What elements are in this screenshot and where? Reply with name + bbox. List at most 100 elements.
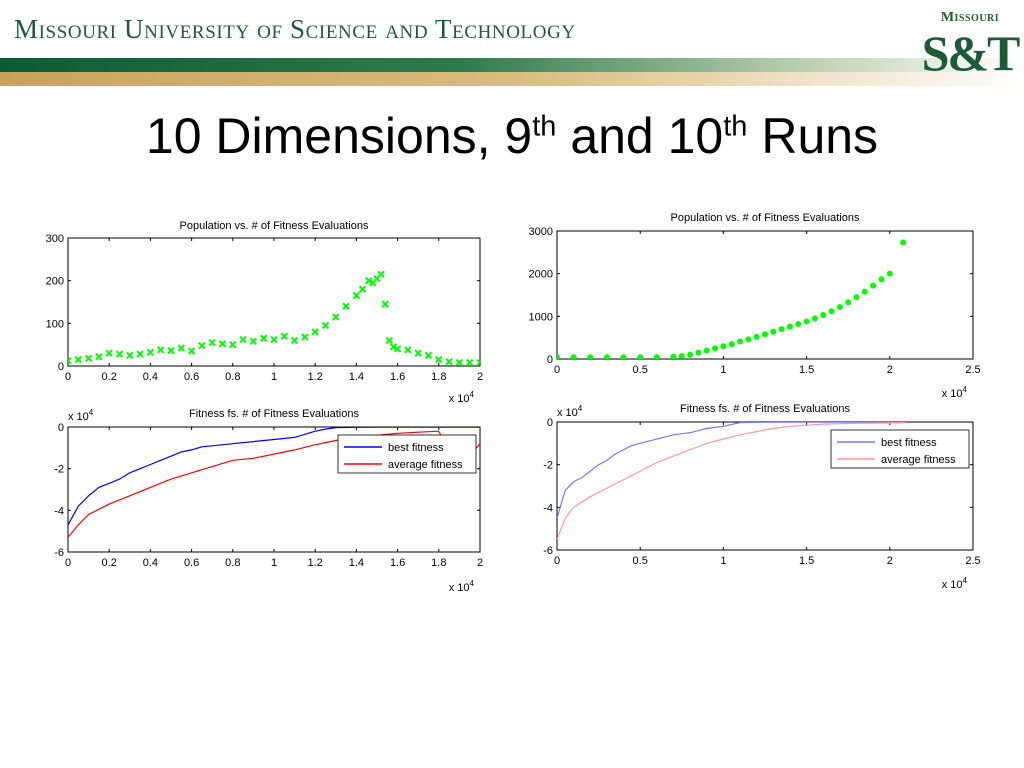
data-point	[811, 315, 818, 322]
data-point	[720, 343, 727, 350]
data-point	[74, 355, 83, 364]
data-point	[753, 333, 760, 340]
x-tick-label: 0.8	[225, 371, 240, 383]
plot-frame	[67, 237, 481, 367]
x-tick-label: 0.8	[225, 557, 240, 569]
data-point	[389, 343, 398, 351]
data-point	[352, 291, 361, 300]
data-point	[878, 276, 885, 283]
header-gold-band	[0, 72, 1024, 86]
title-superscript-1: th	[532, 110, 557, 143]
data-point	[570, 354, 577, 359]
data-point	[836, 303, 843, 310]
x-tick-label: 1.2	[308, 557, 323, 569]
data-point	[332, 313, 340, 321]
slide-title: 10 Dimensions, 9th and 10th Runs	[0, 104, 1024, 168]
chart-title: Fitness fs. # of Fitness Evaluations	[189, 408, 359, 420]
y-tick-label: 2000	[529, 269, 553, 281]
data-point	[762, 331, 768, 338]
chart-fit-left: Fitness fs. # of Fitness Evaluations 0 0.2…	[54, 408, 483, 569]
series-0	[68, 270, 480, 366]
x-tick-label: 0	[554, 364, 560, 376]
data-point	[900, 239, 907, 246]
x-tick-label: 0.6	[184, 371, 199, 383]
header-green-band	[0, 58, 1024, 72]
y-tick-label: 0	[58, 422, 64, 434]
data-point	[311, 328, 319, 336]
logo-top-text: Missouri	[940, 10, 1000, 25]
title-superscript-2: th	[723, 110, 748, 143]
x-tick-label: 0.2	[102, 557, 117, 569]
x-tick-label: 0.4	[143, 557, 158, 569]
data-point	[853, 294, 860, 301]
x-multiplier-label: x 104	[449, 579, 475, 594]
y-tick-label: 100	[46, 318, 64, 330]
series-line	[557, 422, 907, 519]
data-point	[146, 348, 155, 357]
x-tick-label: 0	[65, 371, 71, 383]
legend: best fitness average fitness	[830, 429, 970, 469]
header: Missouri University of Science and Techn…	[0, 0, 1024, 90]
x-tick-label: 2	[477, 557, 483, 569]
data-point	[239, 335, 247, 344]
legend-label: best fitness	[388, 442, 444, 454]
data-point	[728, 341, 735, 348]
data-point	[445, 358, 453, 366]
data-point	[365, 276, 373, 285]
data-point	[177, 344, 186, 352]
legend-box	[337, 434, 477, 474]
x-tick-label: 2	[887, 364, 893, 376]
data-point	[381, 300, 389, 308]
data-point	[393, 345, 402, 353]
data-point	[653, 354, 660, 359]
series-0	[68, 427, 480, 526]
data-point	[358, 285, 367, 293]
data-point	[687, 351, 694, 358]
data-point	[198, 341, 206, 350]
title-part-2: and 10	[556, 108, 724, 164]
data-point	[249, 337, 258, 345]
data-point	[695, 349, 702, 356]
chart-title: Population vs. # of Fitness Evaluations	[180, 220, 369, 232]
data-point	[703, 347, 710, 354]
x-tick-label: 1.2	[308, 371, 323, 383]
y-tick-label: -2	[54, 464, 64, 476]
chart-pop-left: Population vs. # of Fitness Evaluations 0…	[46, 220, 483, 383]
x-tick-label: 0.2	[102, 371, 117, 383]
y-tick-label: 300	[46, 233, 64, 245]
legend-label: average fitness	[388, 459, 463, 471]
x-tick-label: 1.8	[431, 557, 446, 569]
data-point	[321, 321, 330, 330]
university-name: Missouri University of Science and Techn…	[14, 14, 576, 44]
y-tick-label: -6	[543, 545, 553, 557]
x-tick-label: 1.8	[431, 371, 446, 383]
data-point	[845, 299, 852, 306]
x-tick-label: 2.5	[965, 364, 980, 376]
data-point	[385, 336, 394, 345]
data-point	[770, 328, 777, 335]
data-point	[218, 340, 227, 348]
x-tick-label: 1.5	[799, 555, 814, 567]
x-tick-label: 0.5	[633, 364, 648, 376]
data-point	[465, 358, 474, 366]
data-point	[803, 318, 810, 325]
data-point	[95, 352, 103, 361]
x-tick-label: 1.4	[349, 371, 364, 383]
title-part-1: 10 Dimensions, 9	[145, 108, 533, 164]
data-point	[778, 326, 785, 333]
data-point	[342, 302, 350, 310]
data-point	[404, 346, 412, 354]
legend-box	[830, 429, 970, 469]
x-multiplier-label: x 104	[942, 385, 968, 400]
chart-title: Fitness fs. # of Fitness Evaluations	[680, 403, 850, 415]
y-tick-label: 200	[46, 276, 64, 288]
data-point	[637, 354, 644, 359]
data-point	[208, 338, 216, 347]
series-line	[557, 422, 907, 540]
series-line	[68, 427, 480, 526]
y-multiplier-label: x 104	[557, 404, 583, 419]
legend-label: average fitness	[881, 454, 956, 466]
legend: best fitness average fitness	[337, 434, 477, 474]
y-tick-label: 0	[547, 354, 553, 366]
